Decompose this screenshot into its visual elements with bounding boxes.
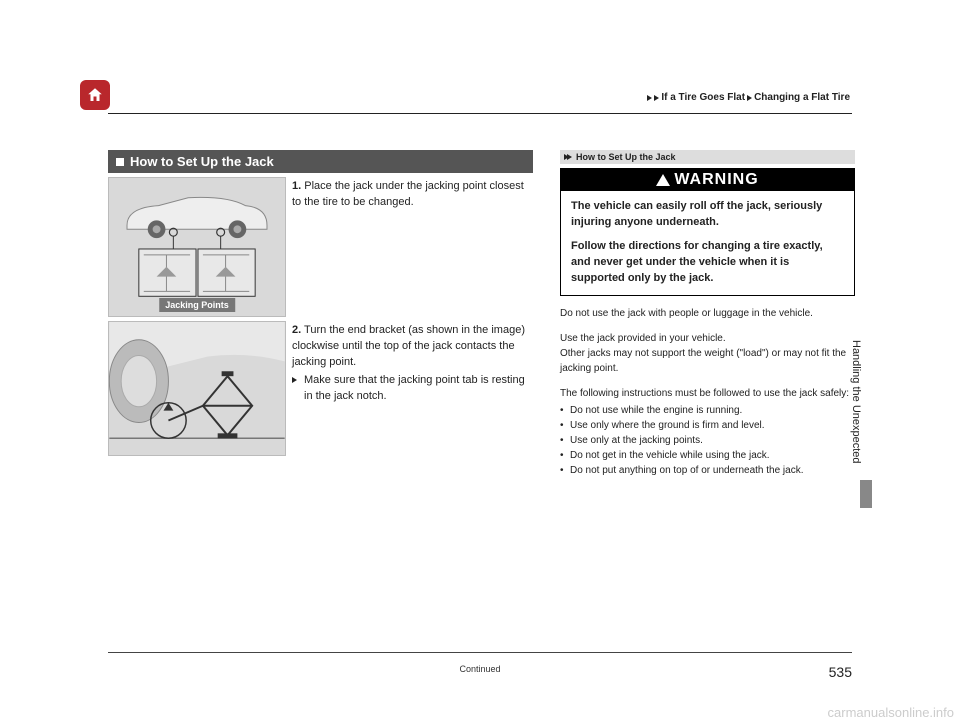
step-2-num: 2.	[292, 324, 301, 336]
list-item: Use only at the jacking points.	[560, 433, 855, 448]
triangle-icon	[747, 95, 752, 101]
sidebar-header-text: How to Set Up the Jack	[576, 152, 676, 162]
double-triangle-icon	[564, 154, 572, 160]
jack-setup-figure	[108, 321, 286, 456]
warning-box: WARNING The vehicle can easily roll off …	[560, 168, 855, 296]
triangle-icon	[647, 95, 652, 101]
warning-heading: WARNING	[561, 169, 854, 191]
step-2: 2. Turn the end bracket (as shown in the…	[108, 321, 533, 456]
list-item: Do not get in the vehicle while using th…	[560, 448, 855, 463]
step-2-sub: Make sure that the jacking point tab is …	[292, 373, 533, 405]
home-icon	[86, 86, 104, 104]
sidebar-header: How to Set Up the Jack	[560, 150, 855, 164]
car-diagram-icon	[109, 178, 285, 316]
section-title-text: How to Set Up the Jack	[130, 154, 274, 169]
thumb-index-mark	[860, 480, 872, 508]
footer-rule	[108, 652, 852, 653]
safety-bullets: Do not use while the engine is running. …	[560, 403, 855, 478]
note-2: Use the jack provided in your vehicle. O…	[560, 331, 855, 376]
chapter-tab: Handling the Unexpected	[850, 340, 862, 464]
step-1: Jacking Points 1. Place the jack under t…	[108, 177, 533, 317]
breadcrumb-level-2: Changing a Flat Tire	[754, 92, 850, 103]
section-heading: How to Set Up the Jack	[108, 150, 533, 173]
jacking-points-figure: Jacking Points	[108, 177, 286, 317]
sidebar: How to Set Up the Jack WARNING The vehic…	[560, 150, 855, 478]
step-2-text: 2. Turn the end bracket (as shown in the…	[292, 321, 533, 456]
list-item: Do not put anything on top of or underne…	[560, 463, 855, 478]
step-1-body: Place the jack under the jacking point c…	[292, 180, 524, 208]
note-1: Do not use the jack with people or lugga…	[560, 306, 855, 321]
warning-body: The vehicle can easily roll off the jack…	[561, 191, 854, 295]
jack-diagram-icon	[109, 322, 285, 455]
step-1-num: 1.	[292, 180, 301, 192]
list-item: Use only where the ground is firm and le…	[560, 418, 855, 433]
note-3: The following instructions must be follo…	[560, 386, 855, 401]
home-button[interactable]	[80, 80, 110, 110]
step-2-body: Turn the end bracket (as shown in the im…	[292, 324, 525, 368]
warning-p1: The vehicle can easily roll off the jack…	[571, 199, 844, 231]
step-1-text: 1. Place the jack under the jacking poin…	[292, 177, 533, 317]
list-item: Do not use while the engine is running.	[560, 403, 855, 418]
warning-p2: Follow the directions for changing a tir…	[571, 239, 844, 287]
continued-label: Continued	[459, 664, 500, 674]
main-content: How to Set Up the Jack	[108, 150, 533, 460]
sidebar-notes: Do not use the jack with people or lugga…	[560, 306, 855, 478]
triangle-icon	[654, 95, 659, 101]
breadcrumb-level-1: If a Tire Goes Flat	[661, 92, 745, 103]
jacking-points-label: Jacking Points	[159, 298, 235, 312]
page-number: 535	[829, 664, 852, 680]
warning-label: WARNING	[674, 171, 758, 189]
watermark: carmanualsonline.info	[828, 705, 954, 720]
manual-page: If a Tire Goes Flat Changing a Flat Tire…	[0, 0, 960, 722]
breadcrumb: If a Tire Goes Flat Changing a Flat Tire	[647, 92, 850, 103]
header-rule	[108, 113, 852, 114]
warning-icon	[656, 174, 670, 186]
square-bullet-icon	[116, 158, 124, 166]
